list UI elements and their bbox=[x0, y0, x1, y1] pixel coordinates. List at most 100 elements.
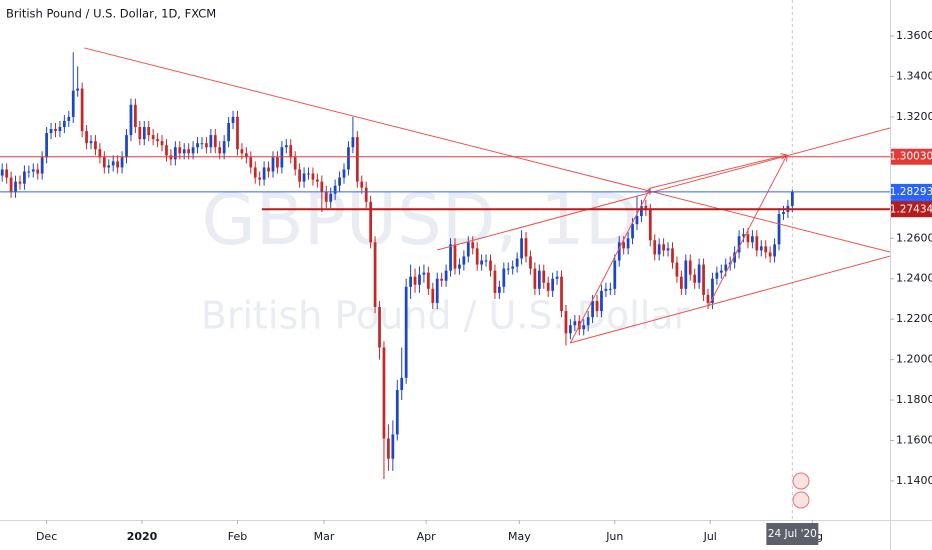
price-label-box bbox=[891, 183, 932, 200]
candle-body bbox=[18, 181, 22, 184]
candle-body bbox=[289, 145, 293, 158]
candle-body bbox=[724, 264, 728, 271]
candle-body bbox=[138, 127, 142, 140]
event-icon bbox=[792, 491, 810, 509]
candle-body bbox=[5, 169, 9, 178]
candle-body bbox=[555, 276, 559, 279]
candle-body bbox=[85, 131, 88, 144]
price-label-box bbox=[891, 148, 932, 165]
candle-body bbox=[240, 149, 244, 154]
candle-body bbox=[14, 181, 17, 192]
y-tick-label: 1.24000 bbox=[896, 272, 932, 285]
y-tick-label: 1.32000 bbox=[896, 110, 932, 123]
y-tick-label: 1.16000 bbox=[896, 434, 932, 447]
candle-body bbox=[480, 260, 483, 265]
candle-body bbox=[151, 135, 155, 140]
candle-body bbox=[764, 246, 768, 253]
candle-body bbox=[134, 104, 137, 128]
candle-body bbox=[529, 256, 532, 269]
candle-body bbox=[489, 260, 492, 271]
candle-body bbox=[742, 234, 745, 237]
candle-body bbox=[449, 244, 452, 271]
candle-body bbox=[506, 268, 510, 270]
candle-body bbox=[116, 161, 120, 168]
x-tick-label: May bbox=[508, 530, 531, 543]
candle-body bbox=[773, 244, 776, 257]
candle-body bbox=[546, 282, 550, 291]
candle-body bbox=[54, 129, 57, 132]
candle-body bbox=[196, 143, 199, 148]
candle-body bbox=[102, 157, 106, 168]
candle-body bbox=[333, 185, 337, 194]
candle-body bbox=[551, 278, 555, 291]
candle-body bbox=[58, 127, 62, 132]
candle-body bbox=[23, 171, 26, 184]
y-tick-label: 1.26000 bbox=[896, 231, 932, 244]
candle-body bbox=[755, 236, 759, 251]
candle-body bbox=[267, 167, 270, 172]
candle-body bbox=[369, 201, 373, 243]
candle-body bbox=[307, 173, 310, 175]
candle-body bbox=[413, 276, 417, 285]
candle-body bbox=[36, 169, 40, 174]
candle-body bbox=[347, 147, 350, 170]
candle-body bbox=[107, 165, 111, 168]
candle-body bbox=[40, 157, 44, 174]
candle-body bbox=[142, 127, 146, 140]
candle-body bbox=[617, 242, 621, 261]
x-tick-label: Feb bbox=[228, 530, 247, 543]
watermark: GBPUSD, 1D British Pound / U.S. Dollar bbox=[201, 179, 690, 337]
candle-body bbox=[165, 145, 168, 156]
candle-body bbox=[387, 438, 390, 459]
candle-body bbox=[213, 135, 217, 148]
candle-body bbox=[466, 242, 470, 257]
candle-body bbox=[9, 177, 13, 192]
candle-body bbox=[426, 272, 430, 289]
candle-body bbox=[351, 137, 355, 148]
candle-body bbox=[355, 137, 359, 182]
candle-body bbox=[671, 248, 674, 263]
candle-body bbox=[533, 268, 537, 289]
candle-body bbox=[604, 288, 608, 291]
candle-body bbox=[316, 179, 319, 182]
candle-body bbox=[244, 153, 248, 158]
candle-body bbox=[635, 216, 639, 225]
candle-body bbox=[342, 169, 346, 178]
candle-body bbox=[231, 116, 235, 123]
candle-body bbox=[373, 242, 377, 308]
candle-body bbox=[746, 234, 750, 243]
y-tick-label: 1.36000 bbox=[896, 29, 932, 42]
x-tick-label: Apr bbox=[417, 530, 437, 543]
candle-body bbox=[675, 262, 679, 277]
price-label-box bbox=[891, 201, 932, 218]
candle-body bbox=[768, 252, 772, 257]
y-tick-label: 1.20000 bbox=[896, 353, 932, 366]
candle-body bbox=[62, 120, 66, 128]
trend-line bbox=[569, 188, 650, 344]
candle-body bbox=[329, 193, 333, 202]
event-icon bbox=[792, 472, 810, 490]
candle-body bbox=[679, 276, 683, 289]
candle-body bbox=[688, 260, 692, 275]
candle-body bbox=[737, 236, 741, 253]
candle-body bbox=[125, 135, 128, 158]
price-label: 1.30030 bbox=[890, 151, 932, 163]
candle-body bbox=[462, 256, 466, 265]
x-tick-label: Mar bbox=[314, 530, 335, 543]
price-label: 1.27434 bbox=[890, 203, 932, 215]
candle-body bbox=[302, 173, 306, 182]
trend-line bbox=[569, 255, 891, 344]
candle-body bbox=[200, 143, 204, 145]
candle-body bbox=[595, 300, 599, 312]
candle-body bbox=[271, 157, 275, 172]
candle-body bbox=[298, 169, 302, 182]
candle-body bbox=[493, 270, 497, 293]
candle-body bbox=[711, 278, 714, 303]
candle-body bbox=[631, 224, 634, 239]
candle-body bbox=[45, 133, 48, 158]
candle-body bbox=[706, 294, 710, 303]
candle-body bbox=[364, 187, 368, 202]
candle-body bbox=[49, 129, 53, 134]
candle-body bbox=[569, 325, 572, 334]
candle-body bbox=[790, 191, 794, 206]
